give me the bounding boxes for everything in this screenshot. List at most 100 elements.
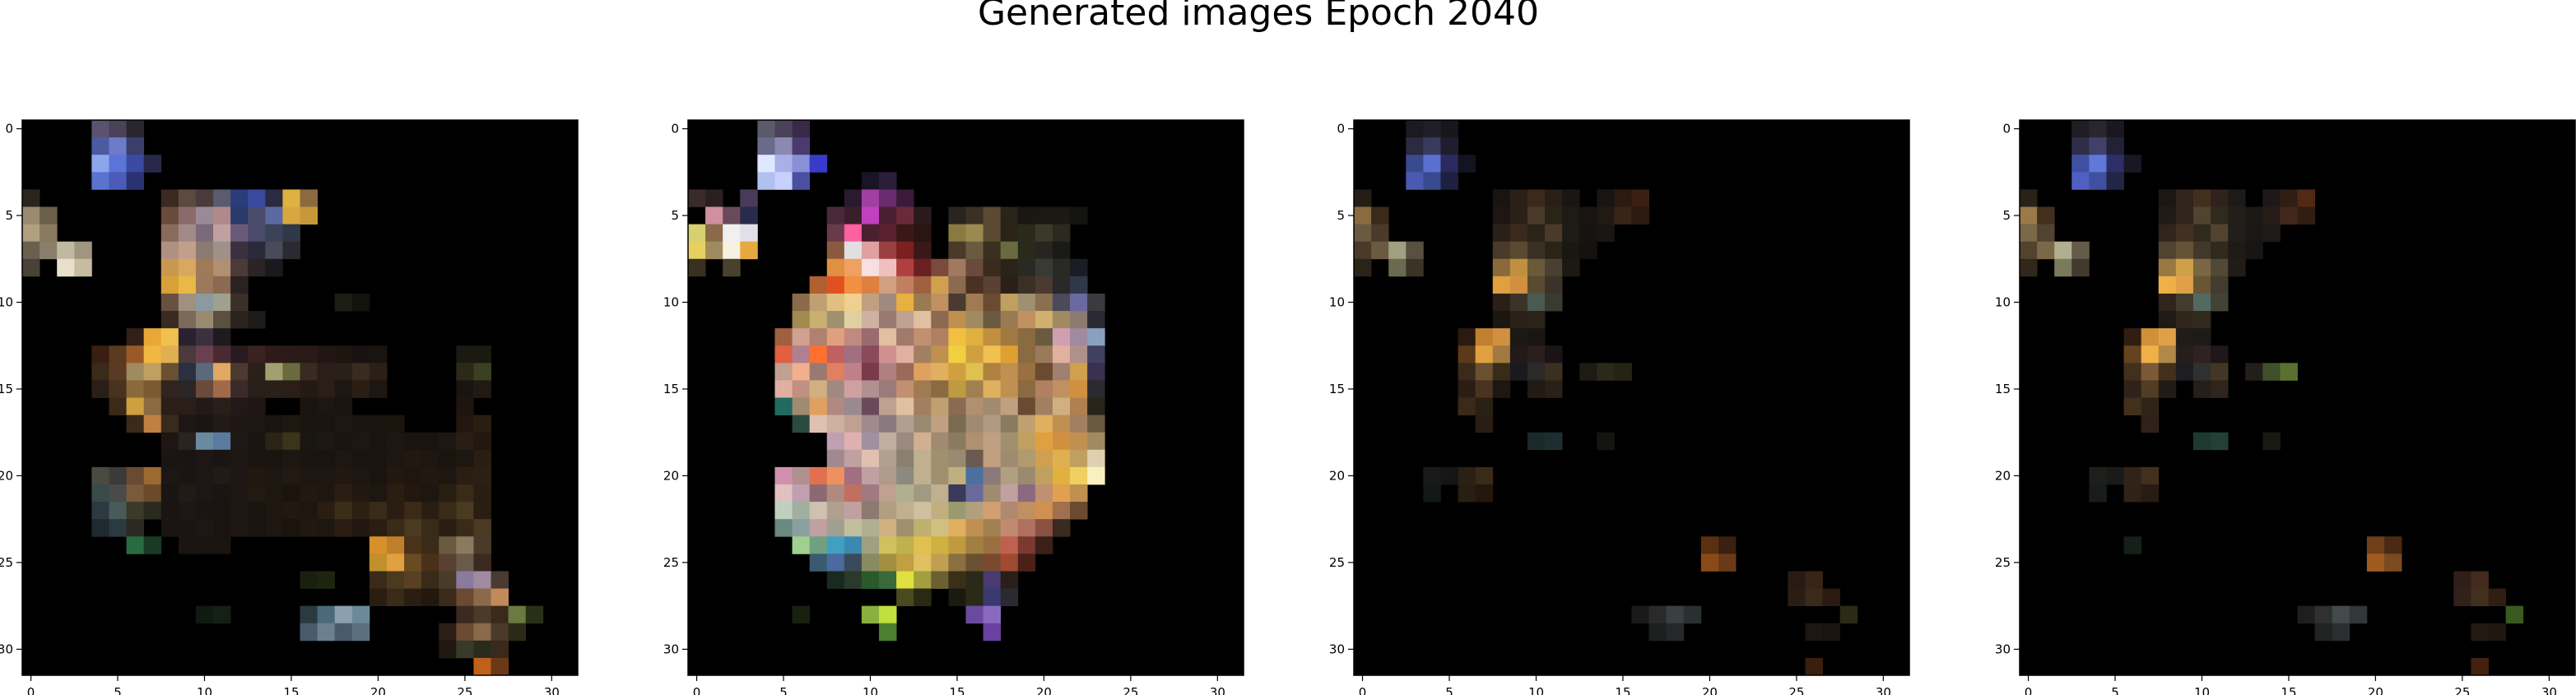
image-pixel	[2211, 258, 2229, 277]
image-pixel	[1070, 432, 1088, 451]
image-pixel	[265, 363, 283, 381]
image-pixel	[2054, 241, 2072, 260]
image-pixel	[178, 258, 197, 277]
image-pixel	[1035, 258, 1053, 277]
image-pixel	[861, 380, 880, 398]
y-tick-label: 20	[1995, 468, 2011, 483]
image-pixel	[248, 189, 266, 207]
image-pixel	[195, 536, 214, 554]
image-pixel	[1458, 466, 1476, 485]
image-pixel	[1070, 293, 1088, 312]
image-pixel	[1440, 155, 1458, 173]
image-pixel	[1440, 172, 1458, 190]
image-pixel	[844, 206, 863, 225]
image-pixel	[195, 449, 214, 468]
image-pixel	[160, 189, 179, 207]
y-tick-label: 5	[5, 208, 13, 223]
image-pixel	[983, 623, 1002, 642]
image-pixel	[126, 380, 145, 398]
image-pixel	[160, 224, 179, 243]
image-pixel	[896, 258, 914, 277]
image-pixel	[740, 189, 758, 207]
image-pixel	[109, 466, 127, 485]
image-pixel	[826, 432, 845, 451]
x-tick-label: 20	[2368, 685, 2383, 695]
image-pixel	[2175, 363, 2194, 381]
image-pixel	[126, 466, 145, 485]
image-pixel	[1052, 293, 1071, 312]
image-pixel	[965, 449, 983, 468]
image-pixel	[983, 363, 1002, 381]
image-pixel	[1354, 206, 1372, 225]
image-pixel	[1788, 588, 1806, 607]
image-pixel	[1545, 363, 1563, 381]
image-pixel	[1052, 276, 1071, 294]
image-pixel	[282, 484, 300, 503]
image-pixel	[931, 571, 949, 589]
image-pixel	[369, 588, 388, 607]
image-pixel	[1017, 484, 1036, 503]
image-pixel	[91, 345, 109, 364]
image-pixel	[861, 536, 880, 554]
image-pixel	[456, 466, 474, 485]
image-pixel	[334, 605, 353, 624]
image-pixel	[844, 554, 863, 572]
image-pixel	[965, 554, 983, 572]
image-pixel	[1052, 224, 1071, 243]
image-pixel	[265, 484, 283, 503]
image-pixel	[1017, 432, 1036, 451]
axes-frame	[21, 119, 579, 676]
image-pixel	[160, 206, 179, 225]
image-pixel	[369, 484, 388, 503]
image-pixel	[248, 258, 266, 277]
image-pixel	[948, 484, 966, 503]
image-pixel	[2505, 605, 2524, 624]
image-pixel	[1070, 502, 1088, 520]
image-pixel	[265, 189, 283, 207]
y-tick-label: 20	[0, 468, 13, 483]
image-pixel	[2453, 588, 2471, 607]
image-pixel	[809, 155, 828, 173]
image-pixel	[826, 224, 845, 243]
image-pixel	[1087, 311, 1105, 329]
image-pixel	[317, 502, 336, 520]
image-pixel	[473, 605, 491, 624]
image-pixel	[404, 484, 422, 503]
image-pixel	[317, 449, 336, 468]
image-pixel	[1545, 345, 1563, 364]
image-pixel	[195, 605, 214, 624]
image-pixel	[1017, 224, 1036, 243]
image-pixel	[2141, 397, 2160, 415]
image-pixel	[300, 484, 318, 503]
image-pixel	[334, 380, 353, 398]
image-pixel	[2192, 328, 2211, 346]
image-pixel	[421, 588, 439, 607]
image-pixel	[386, 415, 405, 433]
image-pixel	[2158, 224, 2177, 243]
image-pixel	[91, 466, 109, 485]
image-pixel	[160, 380, 179, 398]
image-pixel	[317, 623, 336, 642]
image-pixel	[386, 536, 405, 554]
image-pixel	[1070, 466, 1088, 485]
image-pixel	[792, 380, 811, 398]
image-pixel	[109, 120, 127, 138]
image-pixel	[143, 363, 162, 381]
image-pixel	[1631, 189, 1649, 207]
image-pixel	[386, 519, 405, 537]
image-pixel	[826, 258, 845, 277]
image-pixel	[282, 466, 300, 485]
image-pixel	[230, 519, 249, 537]
y-tick-label: 30	[1995, 642, 2011, 656]
image-pixel	[351, 293, 370, 312]
image-pixel	[896, 311, 914, 329]
image-pixel	[1545, 224, 1563, 243]
image-pixel	[1527, 258, 1546, 277]
image-pixel	[1087, 345, 1105, 364]
image-pixel	[282, 502, 300, 520]
image-pixel	[1527, 206, 1546, 225]
image-pixel	[861, 432, 880, 451]
image-pixel	[1509, 189, 1528, 207]
image-pixel	[74, 258, 92, 277]
image-pixel	[879, 224, 897, 243]
